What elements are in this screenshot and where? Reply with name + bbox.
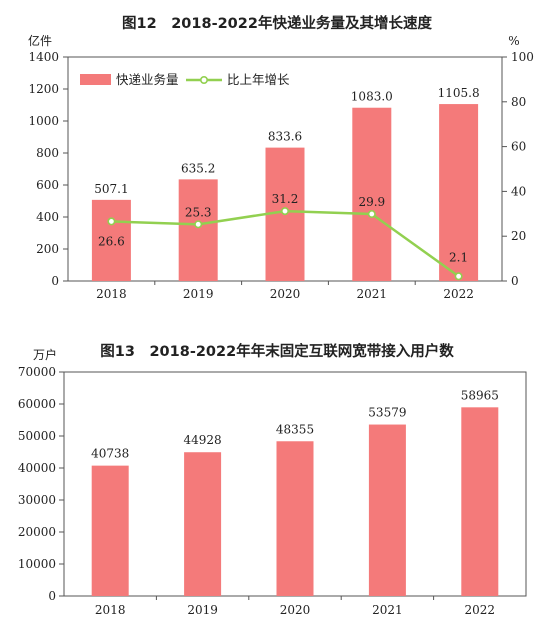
chart2-tick-label: 0 bbox=[48, 589, 56, 603]
chart2-tick-label: 20000 bbox=[18, 525, 56, 539]
chart1-left-tick-label: 800 bbox=[36, 146, 59, 160]
chart1-right-tick-label: 0 bbox=[511, 274, 519, 288]
chart1-bar bbox=[178, 179, 218, 281]
chart2-axis-unit: 万户 bbox=[33, 347, 57, 362]
chart2-title: 图13 2018-2022年年末固定互联网宽带接入用户数 bbox=[100, 344, 454, 360]
chart1-bar-label: 833.6 bbox=[268, 130, 302, 144]
chart1-legend-bar-swatch bbox=[80, 74, 111, 85]
chart1-legend-line-label: 比上年增长 bbox=[227, 72, 290, 87]
chart1-bar-label: 635.2 bbox=[181, 161, 215, 175]
chart1-left-tick-label: 1400 bbox=[28, 50, 59, 64]
chart1-left-tick-label: 1000 bbox=[28, 114, 59, 128]
chart1-legend-bar-label: 快递业务量 bbox=[116, 72, 179, 87]
chart1-right-tick-label: 20 bbox=[511, 229, 526, 243]
chart1-title: 图12 2018-2022年快递业务量及其增长速度 bbox=[122, 16, 432, 32]
chart2-tick-label: 70000 bbox=[18, 365, 56, 379]
chart1-x-tick-label: 2022 bbox=[443, 287, 474, 301]
chart1-left-tick-label: 1200 bbox=[28, 82, 59, 96]
chart1-x-tick-label: 2018 bbox=[96, 287, 127, 301]
chart2-tick-label: 10000 bbox=[18, 557, 56, 571]
chart1-bar-label: 1083.0 bbox=[351, 90, 393, 104]
chart1-line-point bbox=[280, 207, 289, 216]
chart2-x-tick-label: 2018 bbox=[95, 603, 126, 617]
chart1-left-tick-label: 600 bbox=[36, 178, 59, 192]
chart1-bar bbox=[352, 107, 392, 281]
chart2-bar-label: 58965 bbox=[461, 388, 499, 402]
chart1-bar bbox=[91, 199, 131, 281]
chart1-left-tick-label: 400 bbox=[36, 210, 59, 224]
chart1-line-label: 2.1 bbox=[449, 250, 468, 264]
chart2-bar-label: 48355 bbox=[276, 422, 314, 436]
chart1-line-point bbox=[454, 272, 463, 281]
chart1-line-point bbox=[194, 220, 203, 229]
chart2-bar bbox=[461, 407, 499, 596]
chart2-bar-label: 44928 bbox=[184, 433, 222, 447]
chart1-right-tick-label: 80 bbox=[511, 95, 526, 109]
chart1-line-label: 31.2 bbox=[272, 192, 299, 206]
chart1-bar-label: 1105.8 bbox=[438, 86, 480, 100]
chart2-x-tick-label: 2022 bbox=[465, 603, 496, 617]
chart1-left-tick-label: 200 bbox=[36, 242, 59, 256]
chart1-right-axis-unit: % bbox=[508, 34, 519, 48]
chart1-line-label: 25.3 bbox=[185, 205, 212, 219]
chart1-right-tick-label: 60 bbox=[511, 140, 526, 154]
chart2-bar bbox=[184, 452, 222, 596]
chart1-legend-line-marker bbox=[200, 76, 209, 85]
chart2-bar bbox=[368, 424, 406, 596]
chart1-right-tick-label: 100 bbox=[511, 50, 534, 64]
chart1-line-point bbox=[107, 217, 116, 226]
chart2-tick-label: 50000 bbox=[18, 429, 56, 443]
chart1-left-tick-label: 0 bbox=[51, 274, 59, 288]
chart1-right-tick-label: 40 bbox=[511, 184, 526, 198]
chart2-x-tick-label: 2020 bbox=[280, 603, 311, 617]
chart2-bar bbox=[276, 441, 314, 596]
chart2-x-tick-label: 2019 bbox=[187, 603, 218, 617]
chart1-line-label: 26.6 bbox=[98, 234, 125, 248]
chart1-line-label: 29.9 bbox=[358, 195, 385, 209]
chart1-x-tick-label: 2019 bbox=[183, 287, 214, 301]
chart1-bar-label: 507.1 bbox=[94, 182, 128, 196]
chart1-x-tick-label: 2020 bbox=[270, 287, 301, 301]
chart2-tick-label: 40000 bbox=[18, 461, 56, 475]
chart2-bar bbox=[91, 465, 129, 596]
chart1-x-tick-label: 2021 bbox=[357, 287, 388, 301]
chart2-bar-label: 40738 bbox=[91, 447, 129, 461]
chart2-bar-label: 53579 bbox=[368, 406, 406, 420]
chart1-bar bbox=[439, 104, 479, 282]
chart2-x-tick-label: 2021 bbox=[372, 603, 403, 617]
chart2-tick-label: 60000 bbox=[18, 397, 56, 411]
chart1-left-axis-unit: 亿件 bbox=[28, 33, 52, 48]
chart1-line-point bbox=[367, 210, 376, 219]
chart2-tick-label: 30000 bbox=[18, 493, 56, 507]
